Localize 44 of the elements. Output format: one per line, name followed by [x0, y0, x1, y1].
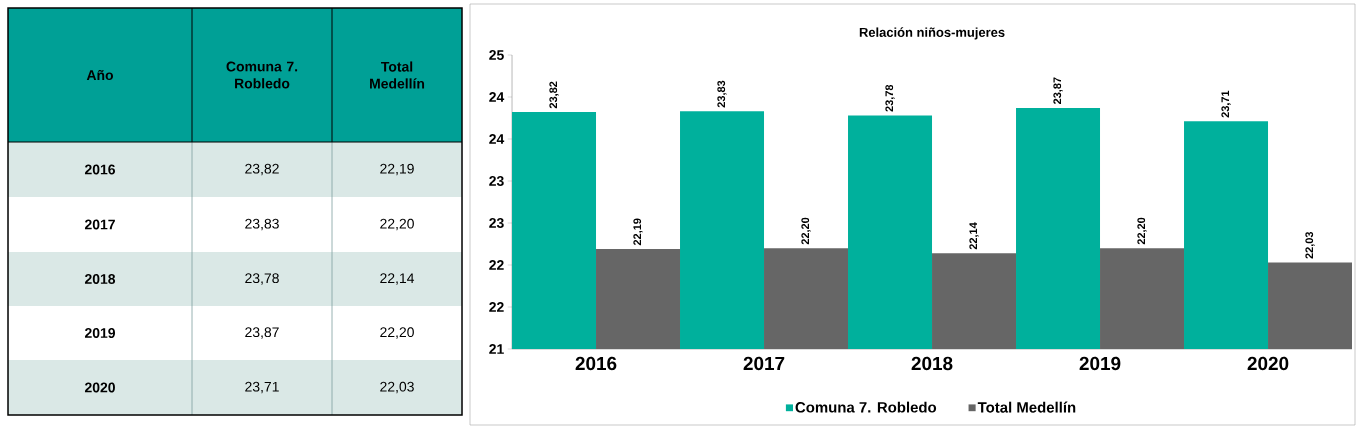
legend-label: Comuna 7. Robledo [795, 401, 937, 413]
y-tick-label: 24 [489, 92, 505, 102]
legend-label: Total Medellín [977, 401, 1076, 413]
y-tick-label: 22 [489, 260, 504, 270]
data-label: 22,03 [1305, 231, 1315, 259]
text: Total Medellín [370, 61, 425, 89]
x-tick-label: 2017 [743, 356, 785, 371]
category-label: 2018 [84, 274, 116, 284]
y-tick-label: 21 [489, 344, 504, 354]
y-tick-label: 25 [489, 50, 504, 60]
category-label: 2019 [84, 328, 116, 338]
text: 22,03 [380, 381, 414, 394]
text: 22,20 [380, 218, 414, 231]
text: 23,83 [245, 218, 279, 231]
y-tick-label: 22 [489, 302, 504, 312]
y-tick-label: 23 [489, 218, 504, 228]
text: 23,78 [245, 273, 279, 285]
text: Año [86, 69, 114, 81]
text: Comuna 7. Robledo [226, 61, 298, 89]
data-label: 23,78 [885, 84, 895, 112]
text: 22,20 [380, 327, 414, 339]
x-tick-label: 2016 [575, 356, 617, 371]
text: 23,87 [245, 327, 279, 339]
data-label: 22,20 [801, 217, 811, 245]
text: 23,82 [245, 163, 279, 176]
chart-title: Relación niños-mujeres [859, 27, 1005, 40]
x-tick-label: 2018 [911, 356, 953, 371]
category-label: 2020 [84, 382, 115, 393]
x-tick-label: 2019 [1079, 356, 1121, 371]
text: 22,19 [380, 163, 414, 176]
category-label: 2017 [84, 219, 115, 230]
data-label: 22,14 [969, 222, 979, 250]
y-tick-label: 24 [489, 134, 505, 144]
data-label: 23,83 [717, 80, 727, 108]
category-label: 2016 [84, 164, 116, 175]
data-label: 23,87 [1053, 77, 1063, 105]
text: 23,71 [245, 381, 279, 394]
data-label: 22,20 [1137, 217, 1147, 245]
x-tick-label: 2020 [1247, 356, 1289, 371]
data-label: 23,82 [549, 81, 559, 109]
text: 22,14 [380, 273, 415, 285]
data-label: 22,19 [633, 218, 643, 246]
data-label: 23,71 [1221, 90, 1231, 118]
y-tick-label: 23 [489, 176, 504, 186]
